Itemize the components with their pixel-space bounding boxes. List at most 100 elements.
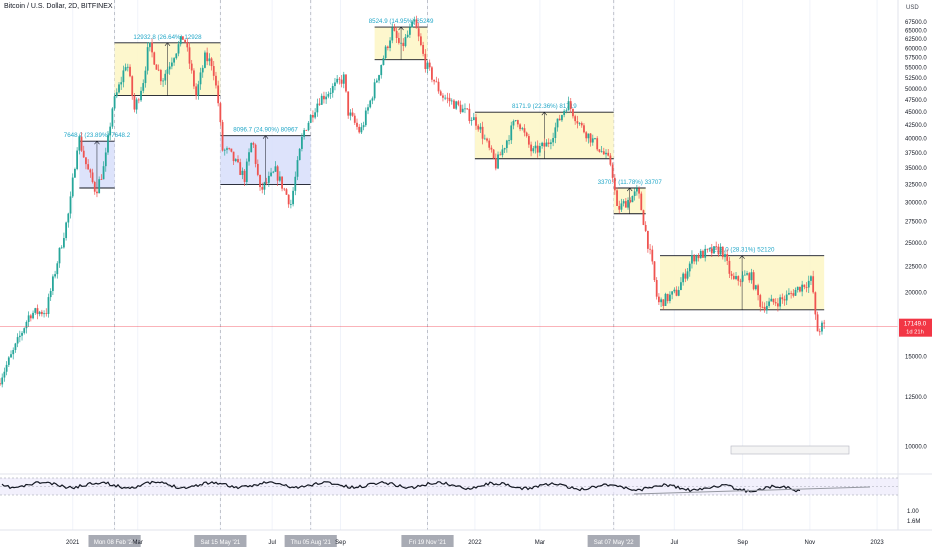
- candle-body: [516, 120, 519, 125]
- candle-body: [541, 142, 544, 147]
- candle-body: [646, 230, 649, 249]
- candle-body: [821, 322, 823, 332]
- candle-body: [567, 101, 570, 111]
- candle-body: [695, 255, 698, 262]
- candle-body: [276, 166, 279, 181]
- candle-body: [680, 282, 682, 291]
- candle-body: [287, 194, 290, 205]
- candle-body: [98, 179, 101, 194]
- candle-body: [336, 78, 339, 83]
- candle-body: [543, 142, 546, 147]
- candle-body: [267, 175, 270, 183]
- candle-body: [627, 200, 629, 208]
- candle-body: [596, 138, 599, 150]
- candle-body: [675, 289, 678, 296]
- candle-body: [380, 64, 383, 76]
- price-tick-label: 67500.0: [905, 20, 927, 26]
- candle-body: [49, 291, 52, 298]
- candle-body: [594, 138, 596, 139]
- candle-body: [389, 40, 391, 48]
- candle-body: [133, 96, 136, 110]
- candle-body: [113, 96, 116, 109]
- candle-body: [334, 82, 336, 87]
- candle-body: [285, 189, 288, 195]
- candle-body: [223, 149, 226, 151]
- candle-body: [752, 272, 755, 290]
- time-tick-label: Fri 19 Nov '21: [409, 540, 447, 546]
- last-price-countdown: 1d 21h: [906, 330, 924, 336]
- candle-body: [272, 171, 275, 173]
- candle-body: [823, 322, 826, 324]
- candle-body: [424, 53, 427, 69]
- range-label: 5212.0 (28.31%) 52120: [710, 247, 775, 254]
- candle-body: [609, 155, 612, 165]
- candle-body: [726, 254, 729, 261]
- candle-body: [120, 82, 123, 85]
- candle-body: [197, 84, 200, 96]
- candle-body: [38, 311, 41, 315]
- candle-body: [461, 108, 464, 113]
- candle-body: [371, 98, 374, 101]
- candle-body: [32, 312, 34, 319]
- candle-body: [578, 123, 581, 124]
- candle-body: [739, 280, 742, 282]
- candle-body: [51, 276, 54, 292]
- candle-body: [217, 85, 220, 104]
- candle-body: [40, 311, 43, 315]
- candle-body: [102, 166, 105, 180]
- candle-body: [155, 64, 158, 70]
- candle-body: [457, 101, 460, 105]
- candle-body: [521, 128, 524, 130]
- candle-body: [732, 275, 735, 279]
- candle-body: [545, 142, 548, 147]
- range-measure-arrow: [262, 135, 269, 139]
- candle-body: [761, 306, 764, 308]
- chart-title: Bitcoin / U.S. Dollar, 2D, BITFINEX: [4, 3, 113, 10]
- candle-body: [201, 67, 204, 73]
- candle-body: [481, 126, 484, 139]
- candle-body: [74, 168, 76, 178]
- candle-body: [633, 191, 636, 197]
- candle-body: [148, 42, 151, 48]
- candle-body: [697, 255, 700, 259]
- candle-body: [494, 158, 497, 169]
- candle-body: [796, 286, 799, 290]
- time-highlight-badge: [401, 535, 454, 547]
- candle-body: [87, 164, 90, 170]
- range-label: 8171.9 (22.36%) 81719: [512, 103, 577, 110]
- time-highlight-badge: [587, 535, 640, 547]
- candle-body: [655, 280, 658, 297]
- candle-body: [508, 140, 510, 141]
- candle-body: [479, 126, 482, 130]
- candle-body: [29, 315, 32, 319]
- candle-body: [682, 273, 685, 283]
- candle-body: [301, 136, 303, 149]
- candle-body: [80, 137, 83, 151]
- candle-body: [358, 126, 361, 133]
- candle-body: [763, 306, 766, 311]
- candle-body: [413, 19, 416, 22]
- range-label: 7648.2 (23.89%) 7648.2: [64, 132, 131, 139]
- candle-body: [190, 63, 193, 71]
- candle-body: [382, 58, 385, 65]
- candle-body: [724, 254, 726, 258]
- candle-body: [318, 103, 321, 105]
- candle-body: [666, 293, 669, 302]
- candle-body: [464, 108, 466, 110]
- candle-body: [12, 350, 15, 355]
- price-tick-label: 37500.0: [905, 151, 927, 157]
- candle-body: [717, 246, 720, 255]
- candle-body: [67, 213, 70, 223]
- candle-body: [307, 122, 310, 131]
- candle-body: [314, 112, 317, 118]
- candle-body: [221, 122, 224, 151]
- candle-body: [107, 135, 109, 153]
- candle-body: [177, 44, 180, 54]
- candle-body: [512, 120, 515, 126]
- candle-body: [671, 291, 674, 295]
- candle-body: [408, 27, 411, 35]
- candle-body: [768, 301, 770, 306]
- candle-body: [137, 99, 140, 101]
